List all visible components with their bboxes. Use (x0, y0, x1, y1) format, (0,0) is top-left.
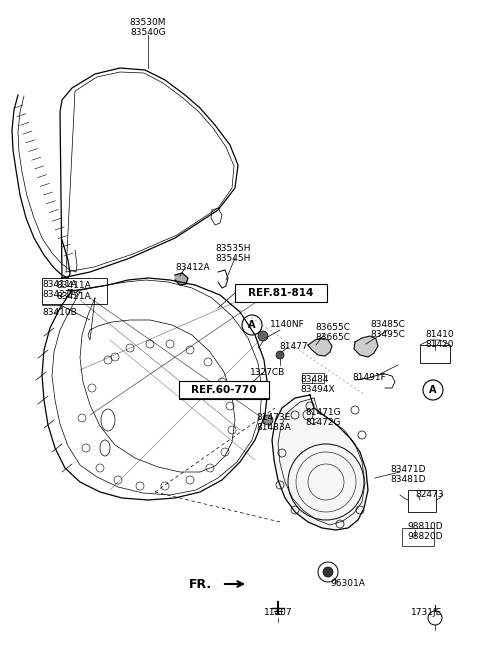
Text: 81473E
81483A: 81473E 81483A (256, 413, 291, 432)
Text: 98810D
98820D: 98810D 98820D (407, 522, 443, 541)
Circle shape (263, 415, 273, 425)
Circle shape (323, 567, 333, 577)
Text: 81477: 81477 (279, 342, 308, 351)
Text: 83484
83494X: 83484 83494X (300, 375, 335, 394)
Text: 1327CB: 1327CB (250, 368, 285, 377)
Text: REF.60-770: REF.60-770 (191, 385, 257, 395)
Text: 81491F: 81491F (352, 373, 386, 382)
Text: 11407: 11407 (264, 608, 292, 617)
Bar (302, 373, 324, 383)
Text: 81410
81420: 81410 81420 (425, 330, 454, 350)
Bar (420, 345, 450, 363)
Circle shape (258, 331, 268, 341)
Text: 83412A: 83412A (175, 263, 210, 272)
Bar (42, 278, 107, 304)
Text: 83471D
83481D: 83471D 83481D (390, 465, 425, 484)
Text: 83411A
83421A: 83411A 83421A (42, 280, 77, 300)
Bar (408, 490, 436, 512)
Text: 83655C
83665C: 83655C 83665C (315, 323, 350, 342)
Text: A: A (248, 320, 256, 330)
Text: A: A (429, 385, 437, 395)
Polygon shape (272, 395, 368, 530)
Text: 83410B: 83410B (42, 308, 77, 317)
Text: 83485C
83495C: 83485C 83495C (370, 320, 405, 340)
Text: 1731JE: 1731JE (411, 608, 443, 617)
Bar (402, 528, 434, 546)
Text: 83411A
83421A: 83411A 83421A (57, 281, 91, 301)
Text: 1140NF: 1140NF (270, 320, 305, 329)
Text: FR.: FR. (189, 578, 212, 591)
Circle shape (276, 351, 284, 359)
Text: 82473: 82473 (415, 490, 444, 499)
FancyBboxPatch shape (179, 381, 269, 399)
Polygon shape (175, 273, 188, 285)
FancyBboxPatch shape (235, 284, 327, 302)
Text: 96301A: 96301A (330, 579, 365, 588)
Polygon shape (308, 338, 332, 356)
Text: REF.81-814: REF.81-814 (248, 288, 314, 298)
Text: 83535H
83545H: 83535H 83545H (215, 244, 251, 263)
Text: 83530M
83540G: 83530M 83540G (130, 18, 166, 37)
Polygon shape (354, 336, 378, 357)
Text: 81471G
81472G: 81471G 81472G (305, 408, 341, 428)
